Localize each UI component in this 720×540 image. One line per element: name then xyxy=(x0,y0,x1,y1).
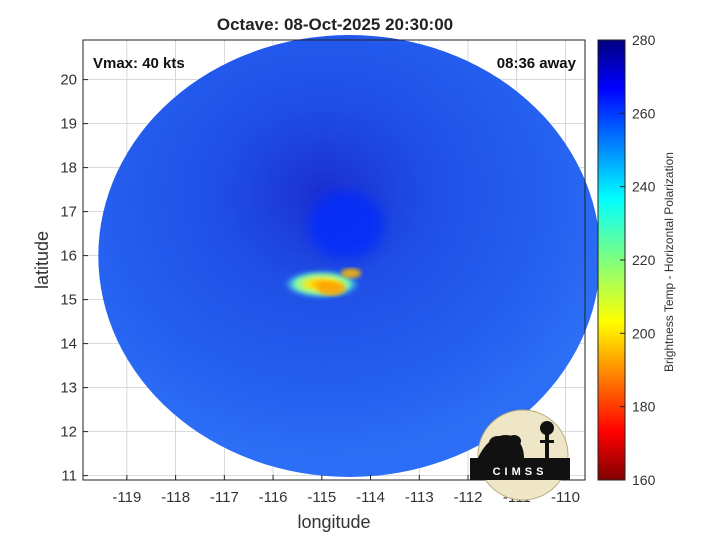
y-tick-labels: 11 12 13 14 15 16 17 18 19 20 xyxy=(60,72,88,485)
x-tick-labels: -119-118-117-116-115-114-113-112-111-110 xyxy=(112,475,580,506)
y-tick-label: 12 xyxy=(60,424,77,441)
y-tick-label: 16 xyxy=(60,248,77,265)
x-tick-label: -116 xyxy=(259,489,288,506)
cimss-logo: CIMSS xyxy=(470,409,570,501)
warm-core-region xyxy=(308,190,385,259)
time-away-annotation: 08:36 away xyxy=(497,55,577,72)
x-tick-label: -113 xyxy=(405,489,434,506)
y-tick-label: 20 xyxy=(60,72,77,89)
y-axis-label: latitude xyxy=(32,231,52,289)
cold-band-core xyxy=(317,281,346,296)
cold-band-core xyxy=(341,268,362,279)
x-axis-label: longitude xyxy=(297,512,370,532)
x-tick-label: -118 xyxy=(161,489,190,506)
x-tick-label: -112 xyxy=(454,489,483,506)
colorbar-label: Brightness Temp - Horizontal Polarizatio… xyxy=(662,152,676,372)
x-tick-label: -117 xyxy=(210,489,239,506)
colorbar-tick-label: 200 xyxy=(632,325,656,341)
colorbar-tick-label: 240 xyxy=(632,179,656,195)
y-tick-label: 18 xyxy=(60,160,77,177)
x-tick-label: -115 xyxy=(307,489,336,506)
colorbar-tick-label: 220 xyxy=(632,252,656,268)
colorbar-tick-label: 260 xyxy=(632,105,656,121)
x-tick-label: -119 xyxy=(112,489,141,506)
colorbar-tick-labels: 160 180 200 220 240 260 280 xyxy=(620,32,656,488)
brightness-temperature-swath xyxy=(98,35,601,477)
colorbar-tick-label: 160 xyxy=(632,472,656,488)
vmax-annotation: Vmax: 40 kts xyxy=(93,55,185,72)
colorbar-tick-label: 280 xyxy=(632,32,656,48)
y-tick-label: 17 xyxy=(60,204,77,221)
logo-text: CIMSS xyxy=(493,466,548,478)
y-tick-label: 11 xyxy=(61,468,77,485)
y-tick-label: 13 xyxy=(60,380,77,397)
chart-title: Octave: 08-Oct-2025 20:30:00 xyxy=(217,15,453,34)
y-tick-label: 19 xyxy=(60,116,77,133)
y-tick-label: 14 xyxy=(60,336,77,353)
x-tick-label: -110 xyxy=(551,489,580,506)
x-tick-label: -114 xyxy=(356,489,385,506)
colorbar-tick-label: 180 xyxy=(632,399,656,415)
y-tick-label: 15 xyxy=(60,292,77,309)
plot-frame xyxy=(82,39,586,481)
